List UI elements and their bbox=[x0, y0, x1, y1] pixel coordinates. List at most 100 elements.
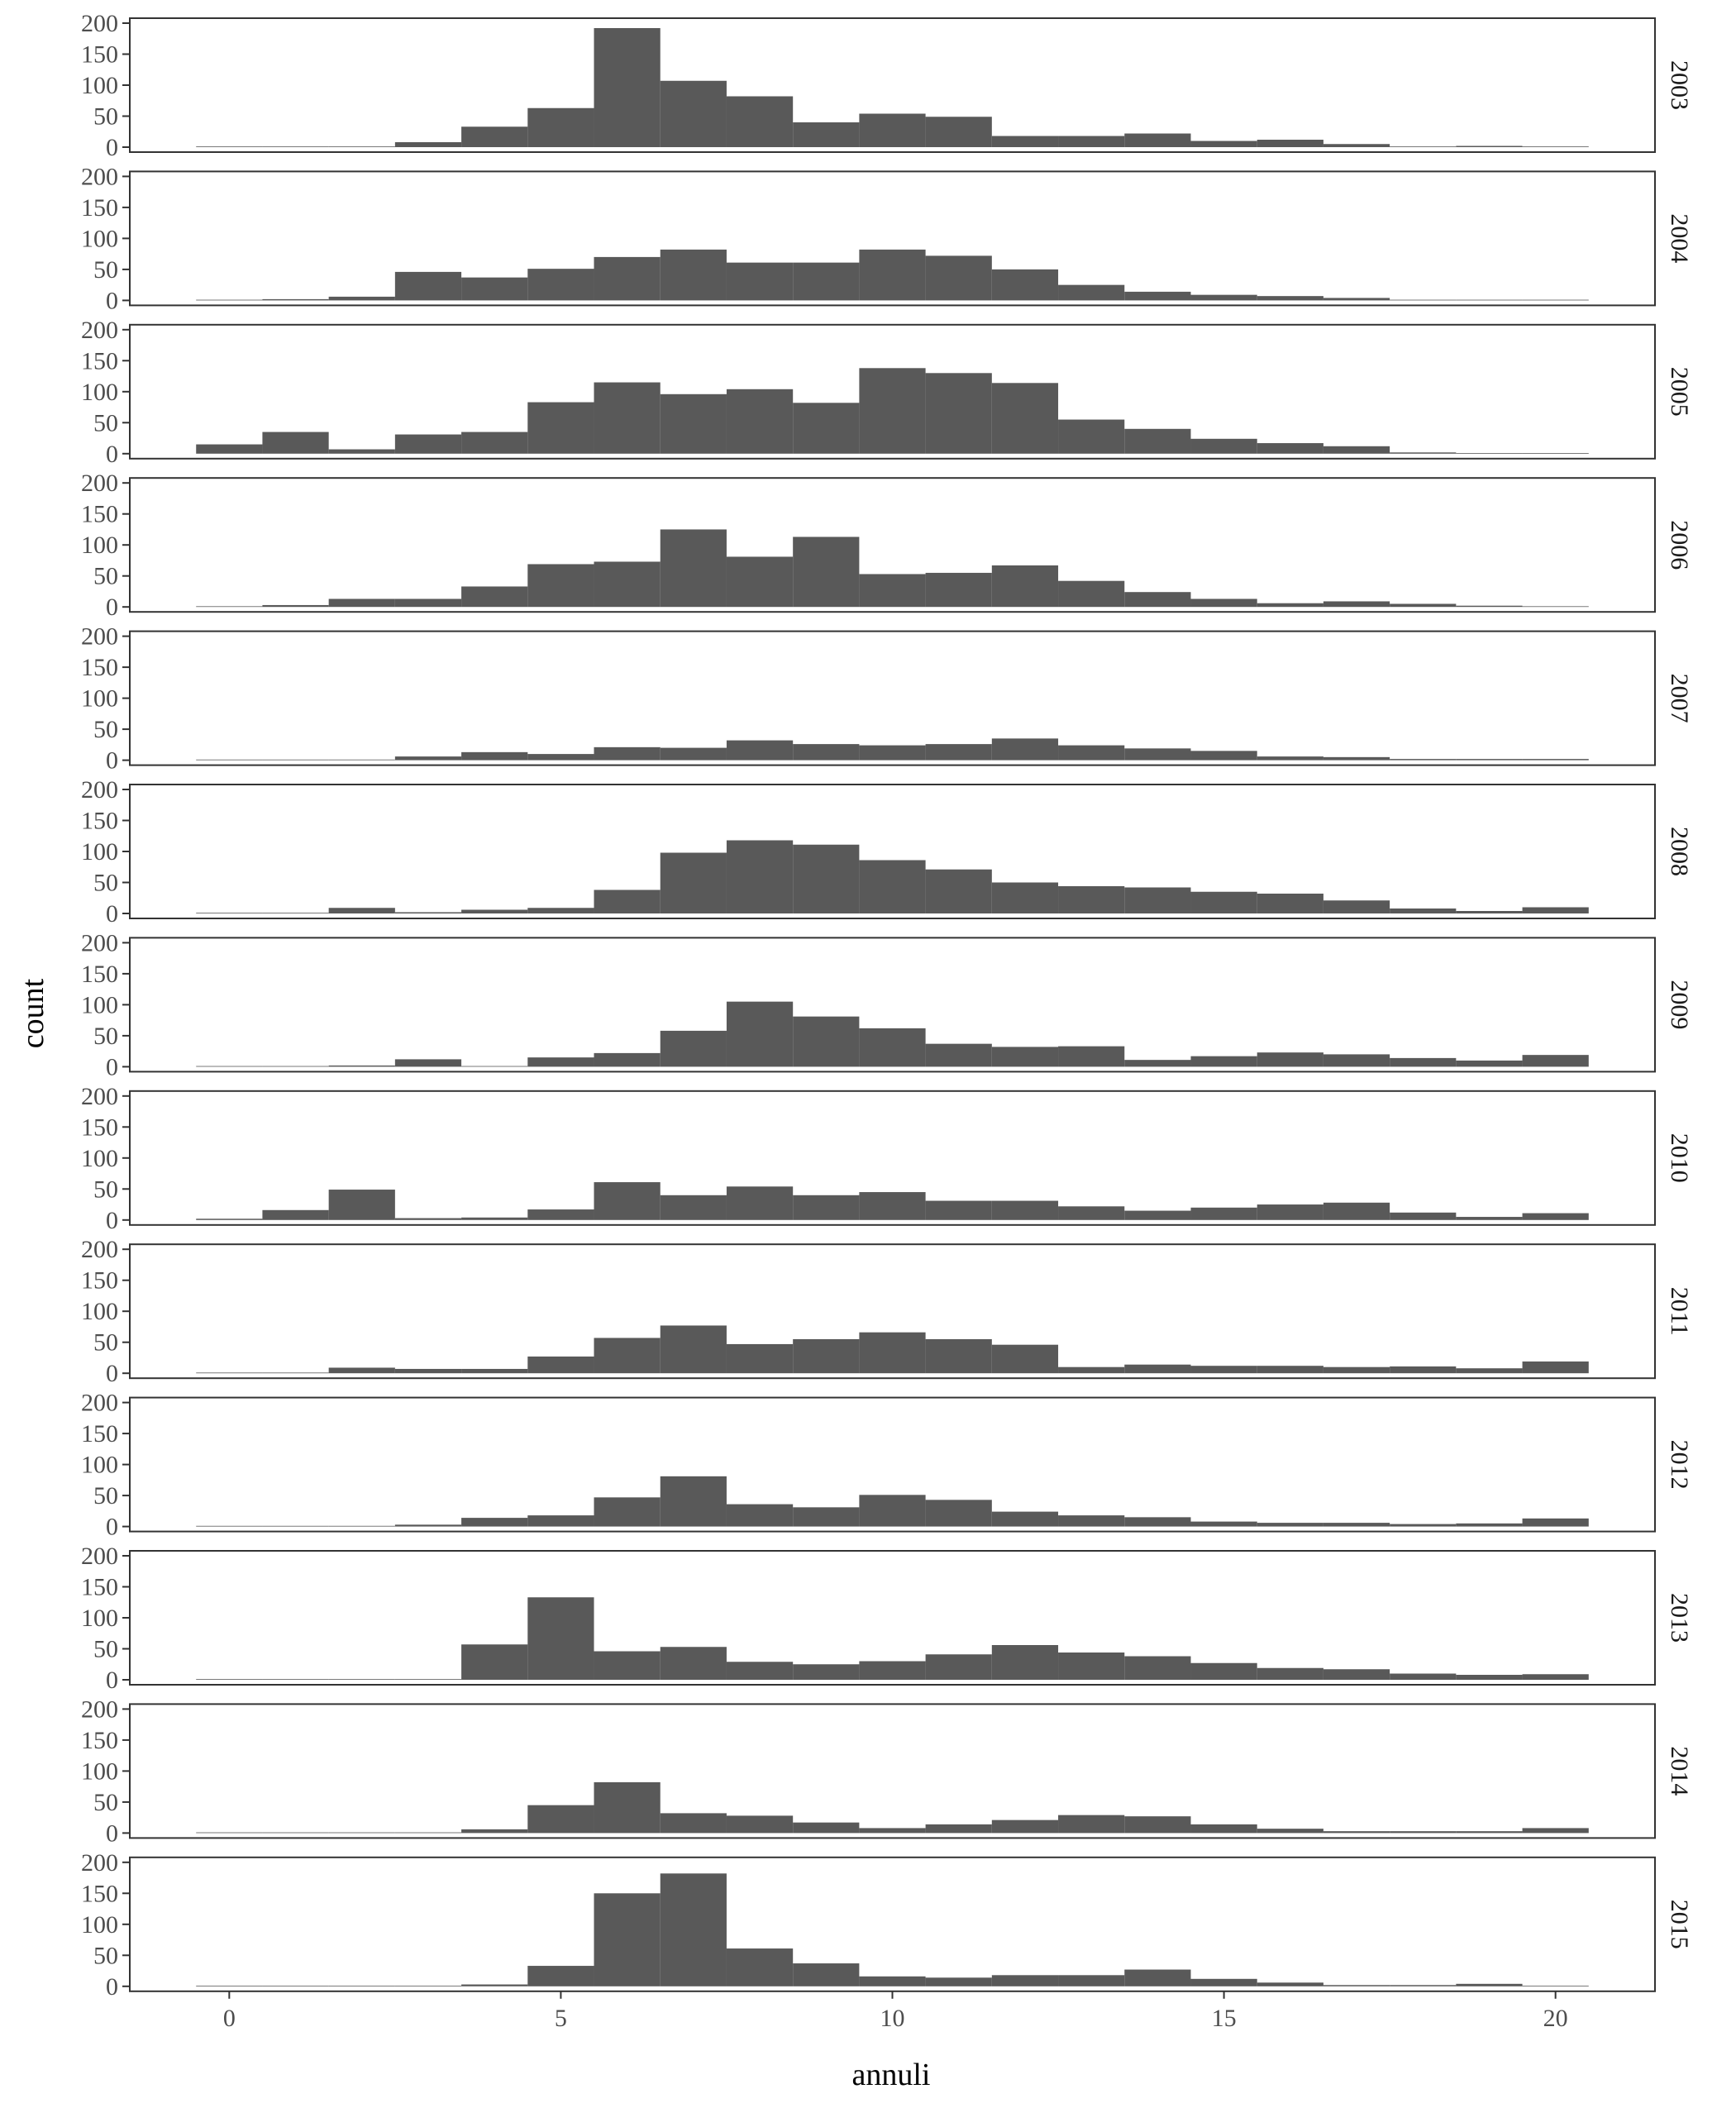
x-tick-label: 20 bbox=[1543, 2005, 1568, 2032]
bar-2014-1 bbox=[262, 1832, 329, 1834]
bar-2006-9 bbox=[793, 537, 860, 608]
bar-2006-16 bbox=[1257, 603, 1323, 608]
bar-2008-16 bbox=[1257, 894, 1323, 913]
bar-2008-11 bbox=[925, 869, 992, 913]
y-tick-label: 50 bbox=[93, 1942, 118, 1969]
bar-2005-16 bbox=[1257, 443, 1323, 454]
bar-2007-18 bbox=[1390, 759, 1457, 761]
bar-2009-18 bbox=[1390, 1057, 1457, 1067]
facet-panel-2010: 0 50 100 150 200 2010 bbox=[81, 1083, 1693, 1234]
facet-panel-2003: 0 50 100 150 200 2003 bbox=[81, 10, 1693, 161]
bar-2013-16 bbox=[1257, 1667, 1323, 1680]
bar-2004-4 bbox=[461, 277, 528, 301]
bar-2003-15 bbox=[1190, 141, 1257, 147]
y-tick-label: 0 bbox=[106, 900, 118, 928]
facet-strip-label: 2005 bbox=[1666, 367, 1693, 417]
bar-2005-12 bbox=[991, 383, 1059, 454]
bar-2013-5 bbox=[527, 1597, 594, 1680]
bar-2008-17 bbox=[1323, 900, 1390, 913]
bar-2013-11 bbox=[925, 1654, 992, 1680]
y-tick-label: 200 bbox=[81, 1695, 118, 1723]
y-tick-label: 200 bbox=[81, 1083, 118, 1110]
bar-2005-19 bbox=[1456, 453, 1523, 454]
bar-2004-1 bbox=[262, 298, 329, 301]
bar-2009-19 bbox=[1456, 1060, 1523, 1067]
facet-panel-2014: 0 50 100 150 200 2014 bbox=[81, 1695, 1693, 1847]
bar-2012-4 bbox=[461, 1518, 528, 1527]
bar-2004-18 bbox=[1390, 299, 1457, 301]
bar-2014-4 bbox=[461, 1829, 528, 1834]
facet-strip-label: 2015 bbox=[1666, 1900, 1693, 1949]
bar-2004-14 bbox=[1124, 291, 1191, 301]
y-tick-label: 0 bbox=[106, 441, 118, 468]
bar-2008-14 bbox=[1124, 887, 1191, 913]
bar-2014-17 bbox=[1323, 1831, 1390, 1834]
bar-2012-3 bbox=[394, 1524, 462, 1527]
bar-2006-17 bbox=[1323, 601, 1390, 608]
bar-2013-6 bbox=[594, 1651, 661, 1680]
facet-strip-label: 2007 bbox=[1666, 674, 1693, 723]
bar-2004-17 bbox=[1323, 298, 1390, 301]
bar-2008-7 bbox=[660, 852, 727, 913]
facet-strip-label: 2008 bbox=[1666, 827, 1693, 876]
bar-2006-12 bbox=[991, 565, 1059, 608]
y-axis-title: count bbox=[16, 978, 50, 1048]
bar-2015-18 bbox=[1390, 1985, 1457, 1986]
bar-2009-2 bbox=[328, 1065, 395, 1067]
bar-2010-0 bbox=[196, 1219, 263, 1220]
facet-strip-label: 2010 bbox=[1666, 1133, 1693, 1183]
bar-2011-7 bbox=[660, 1325, 727, 1374]
bar-2011-19 bbox=[1456, 1368, 1523, 1374]
x-tick-label: 0 bbox=[223, 2005, 236, 2032]
bar-2015-15 bbox=[1190, 1978, 1257, 1986]
bar-2014-0 bbox=[196, 1832, 263, 1834]
bar-2012-0 bbox=[196, 1525, 263, 1527]
bar-2010-9 bbox=[793, 1195, 860, 1220]
bar-2009-8 bbox=[726, 1001, 794, 1067]
y-tick-label: 150 bbox=[81, 1727, 118, 1754]
panel-border bbox=[129, 630, 1656, 766]
bar-2004-3 bbox=[394, 271, 462, 301]
bar-2011-12 bbox=[991, 1344, 1059, 1374]
bar-2012-1 bbox=[262, 1525, 329, 1527]
bar-2005-8 bbox=[726, 389, 794, 454]
bar-2012-13 bbox=[1058, 1515, 1125, 1527]
bar-2011-20 bbox=[1522, 1361, 1589, 1374]
bar-2015-17 bbox=[1323, 1985, 1390, 1986]
bar-2014-12 bbox=[991, 1819, 1059, 1834]
y-tick-label: 200 bbox=[81, 1543, 118, 1570]
y-tick-label: 100 bbox=[81, 72, 118, 99]
y-tick-label: 50 bbox=[93, 1482, 118, 1509]
bar-2008-19 bbox=[1456, 911, 1523, 913]
bar-2012-19 bbox=[1456, 1523, 1523, 1527]
bar-2006-13 bbox=[1058, 580, 1125, 608]
bar-2004-19 bbox=[1456, 299, 1523, 301]
bar-2003-19 bbox=[1456, 145, 1523, 147]
bar-2008-5 bbox=[527, 908, 594, 913]
bar-2013-10 bbox=[859, 1661, 926, 1680]
y-tick-label: 0 bbox=[106, 1360, 118, 1387]
bar-2004-11 bbox=[925, 255, 992, 301]
bar-2009-11 bbox=[925, 1043, 992, 1067]
bar-2009-20 bbox=[1522, 1055, 1589, 1067]
y-tick-label: 100 bbox=[81, 838, 118, 866]
bar-2011-13 bbox=[1058, 1366, 1125, 1374]
bar-2010-8 bbox=[726, 1186, 794, 1220]
y-tick-label: 200 bbox=[81, 1236, 118, 1263]
bar-2012-6 bbox=[594, 1497, 661, 1527]
bar-2011-3 bbox=[394, 1368, 462, 1374]
bar-2005-6 bbox=[594, 382, 661, 454]
bar-2014-5 bbox=[527, 1805, 594, 1834]
y-tick-label: 50 bbox=[93, 1176, 118, 1203]
y-tick-label: 150 bbox=[81, 41, 118, 69]
bar-2007-15 bbox=[1190, 751, 1257, 761]
bar-2009-14 bbox=[1124, 1060, 1191, 1067]
bar-2015-8 bbox=[726, 1948, 794, 1986]
bar-2005-9 bbox=[793, 403, 860, 454]
y-tick-label: 100 bbox=[81, 532, 118, 559]
y-tick-label: 50 bbox=[93, 716, 118, 743]
panel-border bbox=[129, 1703, 1656, 1839]
bar-2010-10 bbox=[859, 1192, 926, 1220]
bar-2008-15 bbox=[1190, 891, 1257, 913]
